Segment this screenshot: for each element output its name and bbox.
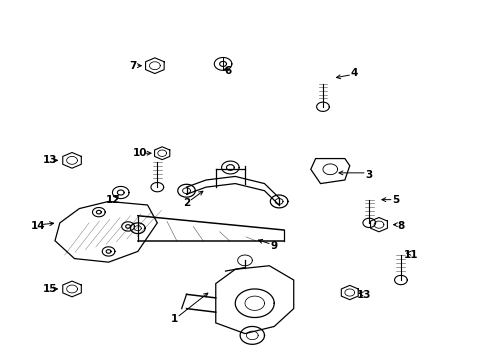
Text: 12: 12: [106, 195, 121, 204]
Text: 4: 4: [351, 68, 358, 78]
Text: 1: 1: [171, 314, 178, 324]
Text: 13: 13: [43, 156, 57, 165]
Text: 3: 3: [366, 170, 373, 180]
Text: 14: 14: [30, 221, 45, 231]
Text: 7: 7: [129, 61, 137, 71]
Text: 2: 2: [183, 198, 190, 208]
Text: 8: 8: [397, 221, 405, 231]
Text: 13: 13: [357, 291, 371, 300]
Text: 9: 9: [270, 241, 278, 251]
Text: 6: 6: [224, 66, 232, 76]
Text: 10: 10: [133, 148, 147, 158]
Text: 15: 15: [43, 284, 57, 294]
Text: 5: 5: [392, 195, 400, 204]
Text: 11: 11: [403, 250, 418, 260]
